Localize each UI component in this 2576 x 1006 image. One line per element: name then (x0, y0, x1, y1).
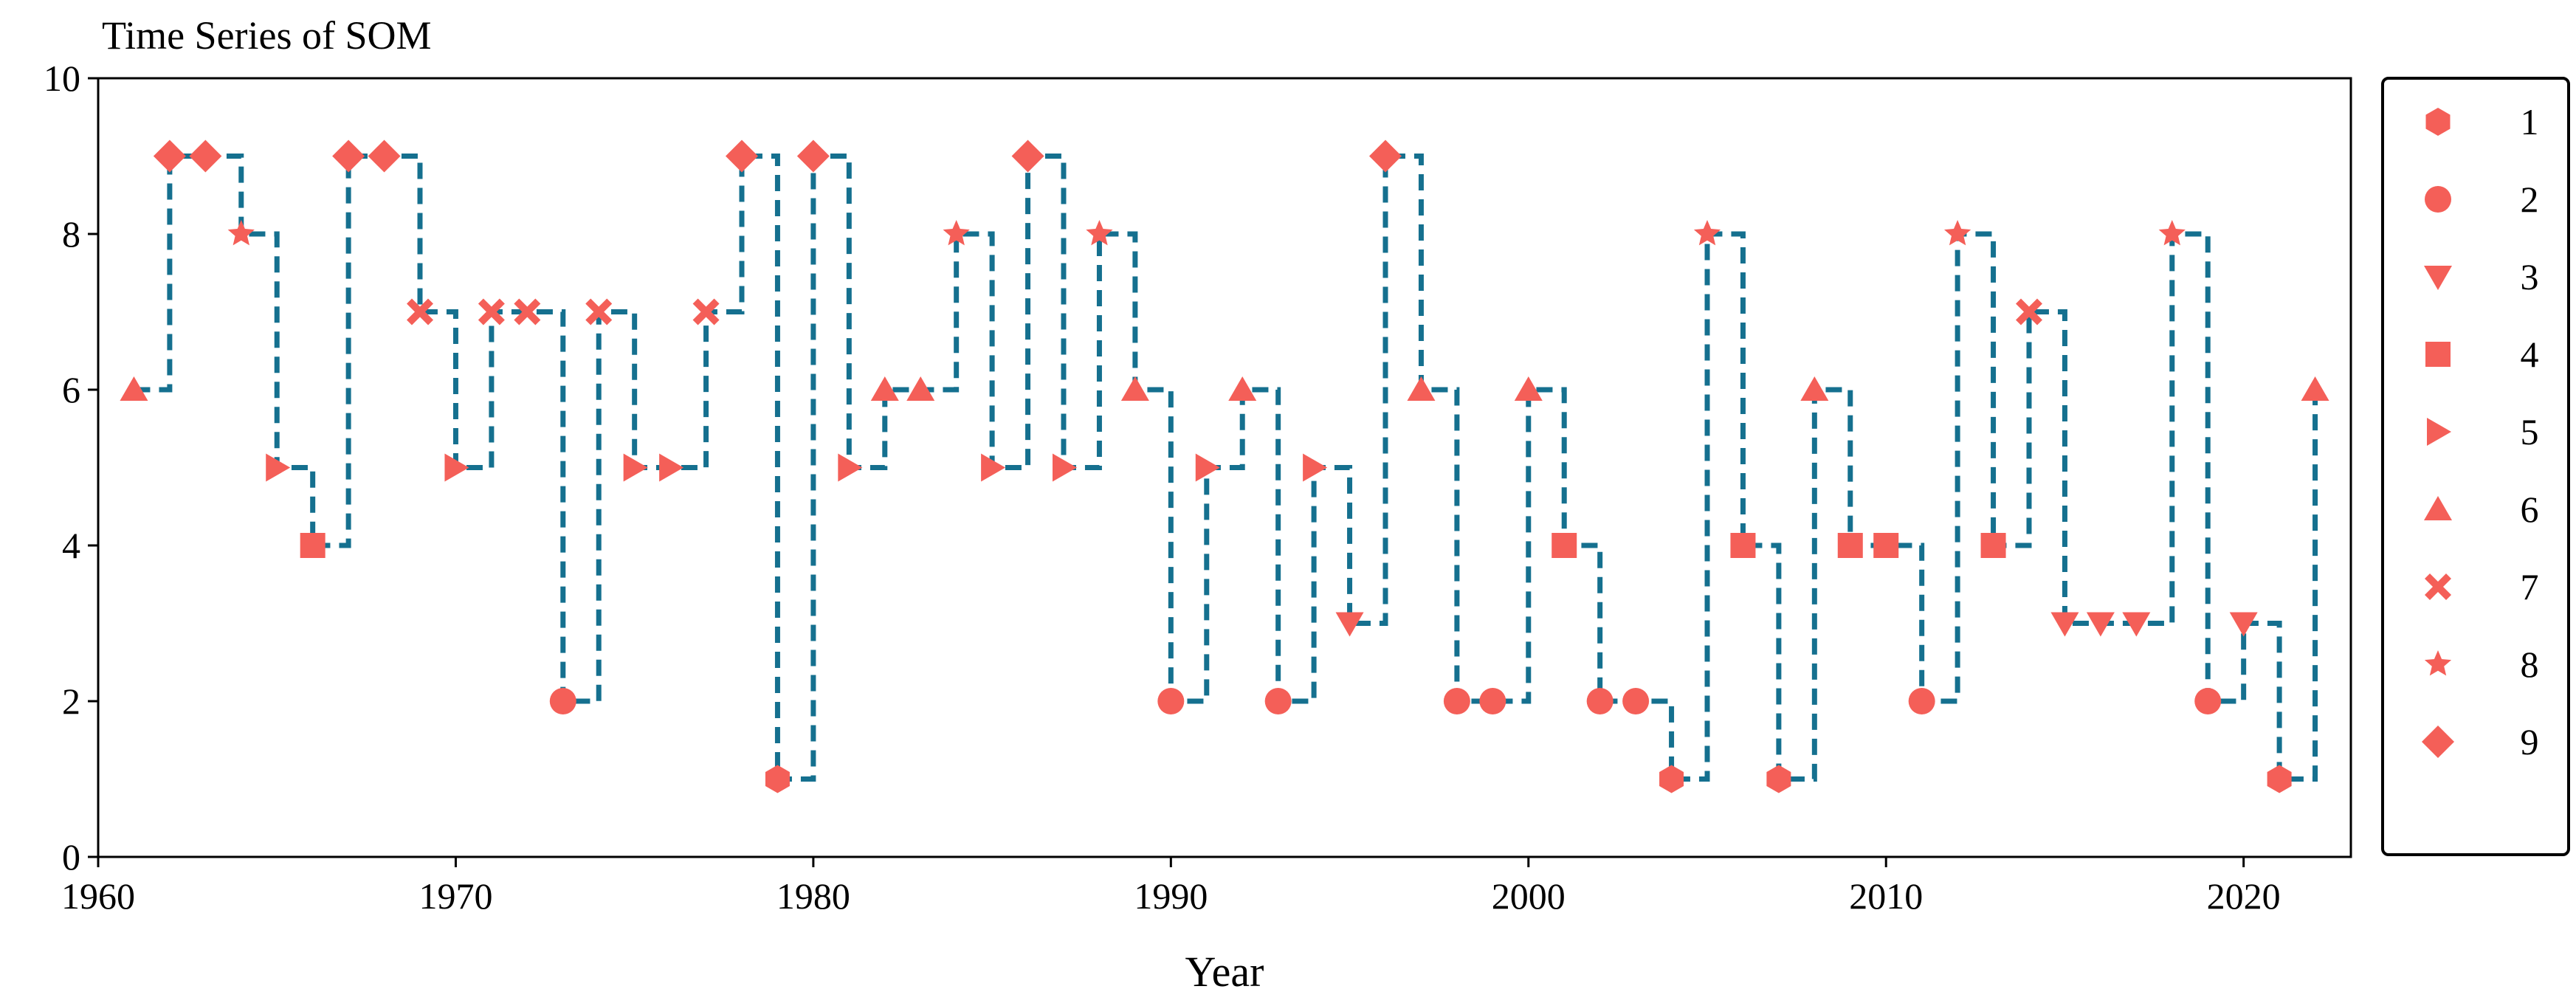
point-1975 (623, 453, 648, 482)
point-2007 (1766, 765, 1791, 793)
point-1981 (838, 453, 863, 482)
point-1962 (153, 139, 186, 173)
point-1989 (1120, 376, 1149, 401)
legend-label: 9 (2521, 721, 2539, 762)
legend-label: 6 (2521, 489, 2539, 530)
legend-label: 2 (2521, 179, 2539, 220)
legend-label: 5 (2521, 411, 2539, 452)
legend-box (2381, 77, 2570, 856)
point-2006 (1730, 533, 1756, 558)
point-2021 (2267, 765, 2292, 793)
point-1997 (1407, 376, 1436, 401)
point-2009 (1837, 533, 1863, 558)
point-1963 (189, 139, 222, 173)
point-1991 (1195, 453, 1220, 482)
point-2012 (1944, 220, 1971, 246)
legend-label: 4 (2521, 334, 2539, 375)
legend: 1 2 3 4 5 6 7 8 9 (2422, 101, 2539, 762)
point-1994 (1303, 453, 1328, 482)
point-1993 (1264, 688, 1292, 714)
legend-marker-square (2425, 342, 2451, 367)
point-2001 (1552, 533, 1577, 558)
legend-label: 1 (2521, 101, 2539, 142)
legend-marker-circle (2425, 186, 2451, 213)
x-axis-label: Year (1185, 948, 1264, 996)
point-1976 (659, 453, 684, 482)
series-step-line (134, 154, 2318, 782)
point-1998 (1443, 688, 1470, 714)
point-1986 (1011, 139, 1044, 173)
y-tick-label: 10 (44, 58, 80, 99)
legend-label: 7 (2521, 566, 2539, 607)
point-1980 (796, 139, 830, 173)
point-1964 (227, 220, 255, 246)
x-tick-label: 2020 (2207, 875, 2281, 917)
point-1990 (1157, 688, 1185, 714)
point-2013 (1980, 533, 2006, 558)
legend-label: 3 (2521, 256, 2539, 297)
legend-label: 8 (2521, 644, 2539, 685)
legend-item-7: 7 (2425, 566, 2539, 607)
x-tick-label: 1990 (1134, 875, 1208, 917)
y-tick-label: 6 (62, 369, 80, 410)
point-1966 (300, 533, 326, 558)
x-tick-label: 1960 (61, 875, 135, 917)
legend-item-2: 2 (2425, 179, 2539, 220)
x-tick-label: 2010 (1849, 875, 1923, 917)
point-2005 (1693, 220, 1721, 246)
point-1968 (368, 139, 401, 173)
point-1979 (765, 765, 790, 793)
point-2008 (1800, 376, 1829, 401)
y-tick-label: 0 (62, 836, 80, 878)
point-2022 (2301, 376, 2329, 401)
chart-title: Time Series of SOM (102, 13, 432, 58)
plot-area-frame (97, 77, 2352, 858)
x-axis-ticks: 1960 1970 1980 1990 2000 2010 2020 (61, 857, 2281, 917)
point-1999 (1479, 688, 1506, 714)
legend-item-6: 6 (2424, 489, 2539, 530)
y-tick-label: 8 (62, 213, 80, 255)
point-2002 (1586, 688, 1614, 714)
point-1967 (332, 139, 365, 173)
y-tick-label: 2 (62, 681, 80, 722)
legend-item-4: 4 (2425, 334, 2539, 375)
x-tick-label: 1980 (776, 875, 850, 917)
point-2003 (1622, 688, 1650, 714)
point-1987 (1053, 453, 1077, 482)
y-axis-ticks: 0 2 4 6 8 10 (44, 58, 98, 878)
y-tick-label: 4 (62, 525, 80, 566)
point-1996 (1369, 139, 1402, 173)
point-2010 (1873, 533, 1899, 558)
legend-item-9: 9 (2422, 721, 2539, 762)
point-1978 (726, 139, 758, 173)
point-1973 (549, 688, 576, 714)
legend-item-1: 1 (2425, 101, 2539, 142)
point-2011 (1908, 688, 1935, 714)
point-2019 (2194, 688, 2222, 714)
legend-item-8: 8 (2424, 644, 2539, 685)
legend-item-3: 3 (2424, 256, 2539, 297)
point-2004 (1659, 765, 1684, 793)
x-tick-label: 1970 (419, 875, 492, 917)
x-tick-label: 2000 (1492, 875, 1566, 917)
series-markers (120, 139, 2329, 793)
legend-item-5: 5 (2427, 411, 2539, 452)
